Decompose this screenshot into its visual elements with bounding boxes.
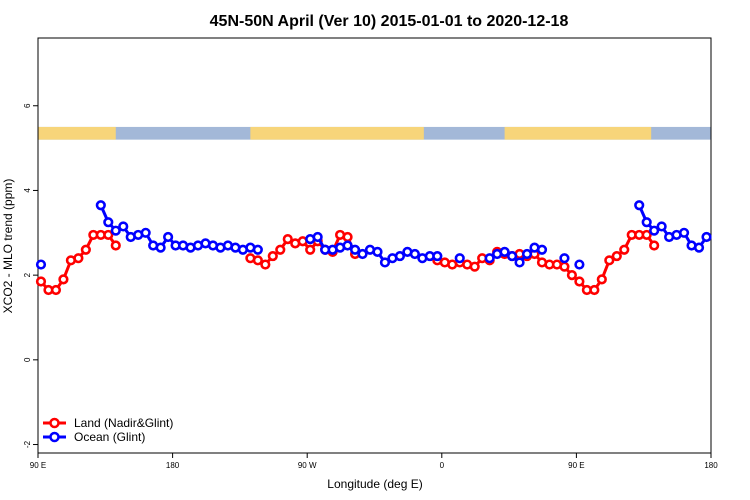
data-point-ocean: [163, 231, 174, 243]
data-point-land: [103, 229, 114, 241]
data-point-land: [641, 229, 652, 241]
data-point-land: [58, 274, 69, 285]
y-axis-label: XCO2 - MLO trend (ppm): [1, 179, 15, 314]
x-axis-label: Longitude (deg E): [327, 477, 422, 491]
x-tick-label: 0: [440, 461, 445, 470]
data-point-ocean: [372, 246, 383, 257]
x-tick-label: 180: [166, 461, 180, 470]
data-point-ocean: [634, 200, 645, 211]
data-point-ocean: [499, 246, 510, 257]
data-point-land: [260, 259, 271, 270]
y-tick-label: 2: [23, 272, 32, 277]
data-point-ocean: [312, 231, 323, 243]
legend: Land (Nadir&Glint) Ocean (Glint): [43, 416, 173, 444]
x-tick-label: 90 E: [568, 461, 584, 470]
data-point-ocean: [140, 227, 151, 238]
data-point-ocean: [118, 221, 129, 232]
data-point-ocean: [521, 248, 533, 260]
land-band: [250, 126, 424, 140]
x-tick-label: 90 E: [30, 461, 46, 470]
series-layer: [35, 200, 712, 296]
data-point-ocean: [484, 253, 495, 264]
legend-label-ocean: Ocean (Glint): [74, 430, 145, 444]
data-point-land: [80, 244, 91, 255]
data-point-ocean: [678, 227, 690, 238]
data-point-land: [110, 240, 121, 251]
data-point-ocean: [559, 253, 570, 264]
data-point-ocean: [649, 225, 660, 236]
data-point-ocean: [656, 221, 667, 232]
data-point-ocean: [155, 242, 166, 253]
data-point-land: [73, 253, 84, 264]
data-point-land: [604, 255, 615, 266]
axes: 90 E 180 90 W 0 90 E 180 -2 0 2 4 6: [23, 103, 718, 470]
data-point-land: [252, 255, 263, 266]
land-band: [504, 126, 652, 140]
legend-label-land: Land (Nadir&Glint): [74, 416, 173, 430]
data-point-ocean: [454, 253, 465, 264]
data-point-land: [649, 240, 660, 251]
data-point-land: [50, 284, 62, 296]
data-point-land: [559, 261, 570, 272]
data-point-land: [619, 244, 630, 255]
land-ocean-strip: [38, 126, 711, 140]
data-point-land: [275, 244, 286, 255]
data-point-land: [566, 270, 578, 281]
y-tick-label: 4: [23, 188, 32, 193]
x-tick-label: 180: [704, 461, 718, 470]
data-point-ocean: [379, 257, 391, 268]
data-point-ocean: [574, 259, 585, 270]
legend-marker-land: [49, 417, 60, 429]
data-point-land: [342, 231, 353, 243]
data-point-ocean: [349, 244, 361, 255]
data-point-ocean: [701, 231, 712, 243]
plot-frame: [37, 37, 712, 454]
y-tick-label: 6: [23, 103, 32, 108]
y-tick-label: 0: [23, 357, 32, 362]
data-point-ocean: [95, 200, 106, 211]
data-point-ocean: [394, 250, 406, 262]
data-point-land: [282, 234, 293, 245]
x-tick-label: 90 W: [298, 461, 317, 470]
legend-marker-ocean: [49, 431, 60, 443]
data-point-land: [611, 250, 622, 262]
data-point-ocean: [409, 248, 420, 260]
data-point-ocean: [693, 242, 705, 253]
data-point-ocean: [110, 225, 121, 236]
data-point-ocean: [641, 217, 652, 228]
y-tick-label: -2: [23, 440, 32, 448]
data-point-ocean: [35, 259, 47, 270]
data-point-ocean: [514, 257, 525, 268]
series-ocean: [35, 200, 712, 270]
data-point-land: [267, 250, 278, 262]
data-point-ocean: [252, 244, 263, 255]
data-point-ocean: [536, 244, 548, 255]
data-point-ocean: [506, 250, 518, 262]
data-point-land: [574, 276, 585, 287]
chart-title: 45N-50N April (Ver 10) 2015-01-01 to 202…: [210, 13, 569, 30]
data-point-ocean: [103, 217, 114, 228]
data-point-ocean: [357, 248, 368, 260]
data-point-land: [35, 276, 47, 287]
data-point-land: [596, 274, 607, 285]
data-point-ocean: [342, 240, 353, 251]
data-point-land: [469, 261, 480, 272]
data-point-land: [589, 284, 600, 296]
data-point-land: [305, 244, 316, 255]
land-band: [38, 126, 116, 140]
data-point-ocean: [432, 250, 443, 262]
